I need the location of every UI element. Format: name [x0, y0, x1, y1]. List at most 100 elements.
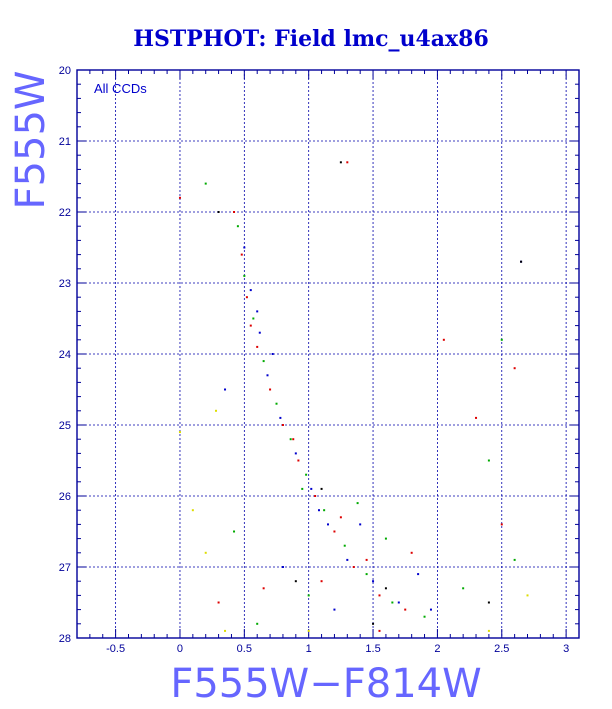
data-point [513, 558, 516, 561]
data-point [384, 537, 387, 540]
x-tick-label: 1 [306, 643, 312, 655]
data-point [281, 424, 284, 426]
data-point [262, 587, 265, 590]
data-point [500, 338, 503, 341]
x-tick-labels: -0.5 0 0.5 1 1.5 2 2.5 3 [106, 643, 569, 655]
data-point [513, 367, 516, 370]
y-axis-label: F555W [8, 71, 54, 210]
y-tick-labels: 20 21 22 23 24 25 26 27 28 [59, 65, 71, 645]
series-4 [178, 409, 529, 632]
data-point [243, 246, 246, 249]
data-point [256, 345, 259, 348]
data-point [243, 274, 246, 277]
data-point [323, 509, 326, 512]
data-point [339, 516, 342, 519]
x-tick-label: 1.5 [365, 643, 380, 655]
data-point [249, 289, 252, 292]
y-tick-label: 26 [59, 491, 71, 503]
data-point [240, 253, 243, 256]
data-point [279, 416, 282, 419]
data-point [378, 629, 381, 632]
data-points [178, 161, 529, 632]
data-point [359, 523, 362, 526]
x-tick-label: -0.5 [106, 643, 125, 655]
data-point [289, 438, 292, 441]
data-point [307, 629, 310, 632]
data-point [217, 211, 220, 213]
x-tick-label: 0.5 [237, 643, 252, 655]
x-tick-label: 2.5 [494, 643, 509, 655]
data-point [233, 530, 236, 533]
series-1 [204, 182, 516, 625]
data-point [178, 431, 181, 434]
data-point [372, 622, 375, 625]
y-tick-label: 25 [59, 420, 71, 432]
data-point [520, 260, 523, 263]
data-point [245, 296, 248, 299]
data-point [346, 161, 349, 164]
chart-title: HSTPHOT: Field lmc_u4ax86 [133, 26, 489, 52]
x-tick-label: 2 [434, 643, 440, 655]
data-point [487, 629, 490, 632]
data-point [294, 452, 297, 455]
data-point [301, 487, 304, 490]
data-point [391, 601, 394, 604]
data-point [294, 580, 297, 583]
data-point [487, 601, 490, 604]
data-point [292, 438, 295, 441]
data-point [442, 338, 445, 341]
data-point [281, 566, 284, 568]
data-point [487, 459, 490, 462]
data-point [526, 594, 529, 597]
data-point [384, 587, 387, 590]
data-point [271, 353, 274, 355]
y-tick-label: 24 [59, 349, 71, 361]
data-point [378, 594, 381, 597]
data-point [372, 580, 375, 583]
data-point [475, 416, 478, 419]
y-tick-label: 22 [59, 207, 71, 219]
data-point [339, 161, 342, 164]
data-point [256, 310, 259, 313]
data-point [224, 629, 227, 632]
data-point [404, 608, 407, 611]
data-point [397, 601, 400, 604]
data-point [352, 566, 355, 568]
annotation-all-ccds: All CCDs [94, 81, 147, 96]
y-tick-label: 27 [59, 562, 71, 574]
data-point [327, 523, 329, 526]
data-point [314, 495, 317, 497]
x-axis-label: F555W−F814W [170, 661, 481, 707]
data-point [305, 473, 308, 476]
series-3 [217, 161, 523, 625]
data-point [365, 573, 368, 576]
y-tick-label: 20 [59, 65, 71, 77]
data-point [356, 502, 359, 505]
data-point [275, 402, 278, 405]
data-point [429, 608, 432, 611]
data-point [204, 551, 207, 554]
data-point [410, 551, 413, 554]
data-point [365, 558, 368, 561]
axis-ticks [77, 69, 579, 639]
x-tick-label: 0 [177, 643, 183, 655]
data-point [249, 324, 252, 327]
data-point [224, 388, 227, 391]
data-point [297, 459, 300, 462]
data-point [236, 225, 239, 228]
x-tick-label: 3 [563, 643, 569, 655]
data-point [462, 587, 465, 590]
data-point [317, 509, 320, 512]
data-point [500, 523, 503, 526]
data-point [417, 573, 420, 576]
data-point [262, 360, 265, 363]
data-point [333, 608, 336, 611]
plot-frame [76, 69, 580, 639]
data-point [343, 544, 346, 547]
data-point [252, 317, 255, 320]
data-point [423, 615, 426, 618]
grid-lines [77, 69, 579, 639]
data-point [217, 601, 220, 604]
y-tick-label: 28 [59, 633, 71, 645]
